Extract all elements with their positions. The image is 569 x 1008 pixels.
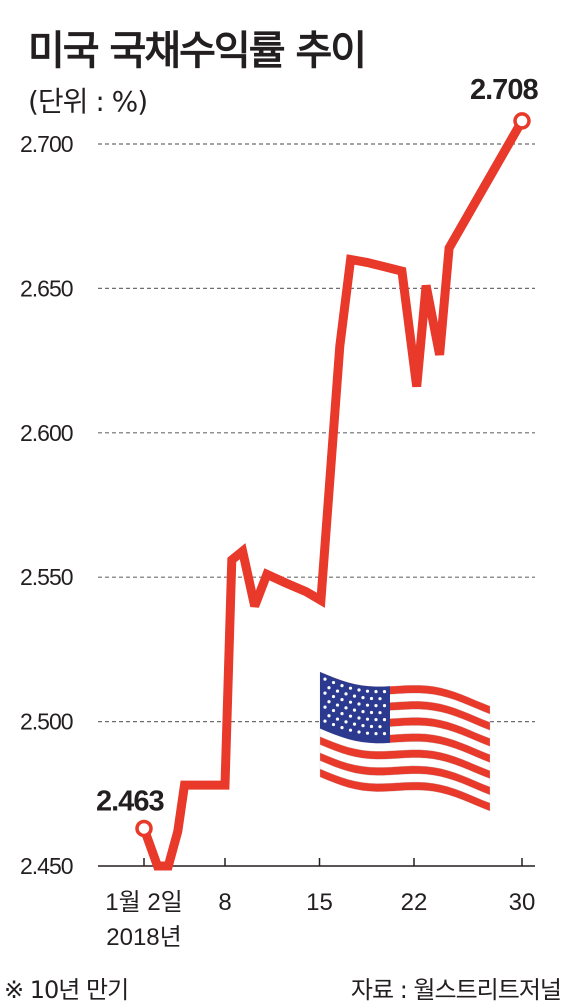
source-label: 자료 : 월스트리트저널: [350, 976, 562, 1004]
x-tick-labels: 1월 2일 2018년 8 15 22 30: [105, 889, 535, 951]
y-tick-label: 2.500: [20, 709, 73, 735]
y-tick-label: 2.700: [20, 131, 73, 157]
us-flag-icon: [319, 671, 491, 812]
x-tick-label: 30: [509, 889, 536, 916]
endpoint-marker: [135, 819, 153, 838]
x-tick-label: 8: [218, 889, 231, 916]
yield-line: [139, 118, 526, 871]
y-tick-label: 2.600: [20, 420, 73, 446]
footnote: ※ 10년 만기: [4, 976, 129, 1004]
series-line: [139, 118, 526, 871]
grid-lines: [98, 143, 535, 723]
y-tick-label: 2.450: [20, 853, 73, 879]
data-label: 2.708: [470, 74, 538, 106]
data-label: 2.463: [96, 785, 164, 817]
chart-title: 미국 국채수익률 추이: [28, 28, 367, 74]
endpoint-marker: [513, 112, 531, 130]
line-chart: 2.450 2.500 2.550 2.600 2.650 2.700 1월 2일 2018…: [20, 74, 539, 951]
x-tick-sublabel: 2018년: [106, 924, 181, 951]
annotation-labels: 2.463 2.708: [96, 74, 539, 838]
y-tick-labels: 2.450 2.500 2.550 2.600 2.650 2.700: [20, 131, 74, 879]
x-tick-label: 22: [401, 889, 428, 916]
y-tick-label: 2.550: [20, 564, 73, 590]
unit-label: (단위 : %): [28, 85, 148, 118]
y-tick-label: 2.650: [20, 275, 73, 301]
x-tick-label: 15: [306, 889, 333, 916]
x-tick-label: 1월 2일: [105, 889, 183, 916]
